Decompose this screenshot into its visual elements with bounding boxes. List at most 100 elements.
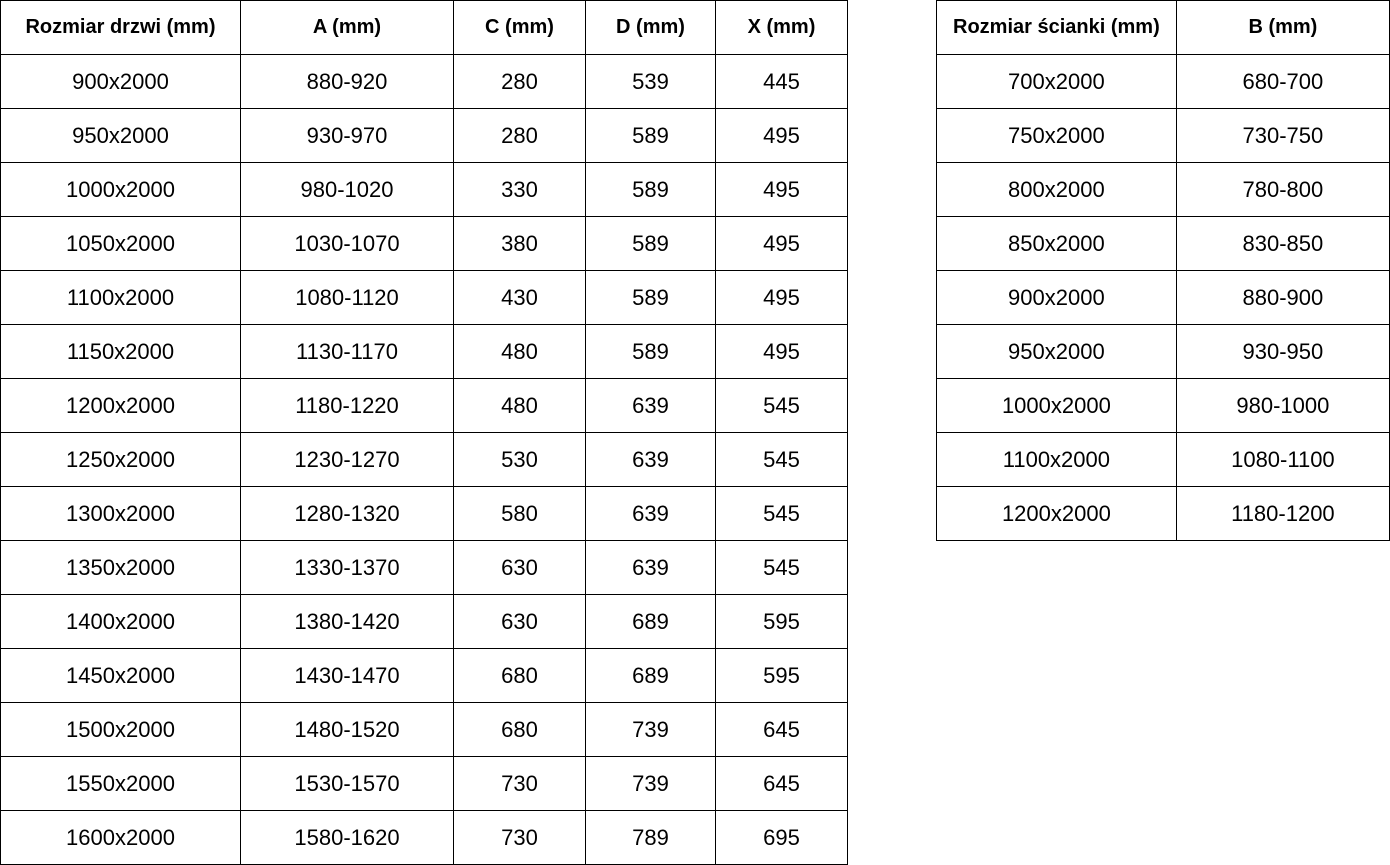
table-row: 1100x2000 1080-1120 430 589 495 (0, 270, 848, 325)
table-cell: 595 (715, 594, 848, 649)
table-cell: 1200x2000 (936, 486, 1177, 541)
table-cell: 1430-1470 (240, 648, 454, 703)
table-row: 1600x2000 1580-1620 730 789 695 (0, 810, 848, 865)
table-row: 1300x2000 1280-1320 580 639 545 (0, 486, 848, 541)
table-cell: 730 (453, 810, 586, 865)
table-cell: 850x2000 (936, 216, 1177, 271)
table-cell: 445 (715, 54, 848, 109)
table-cell: 1280-1320 (240, 486, 454, 541)
column-header: Rozmiar ścianki (mm) (936, 0, 1177, 55)
table-row: 1250x2000 1230-1270 530 639 545 (0, 432, 848, 487)
table-row: 1500x2000 1480-1520 680 739 645 (0, 702, 848, 757)
table-cell: 580 (453, 486, 586, 541)
table-cell: 980-1000 (1175, 378, 1390, 433)
column-header: A (mm) (240, 0, 454, 55)
table-cell: 495 (715, 162, 848, 217)
table-cell: 545 (715, 432, 848, 487)
table-cell: 830-850 (1175, 216, 1390, 271)
column-header: B (mm) (1175, 0, 1390, 55)
column-header: Rozmiar drzwi (mm) (0, 0, 241, 55)
header-row: Rozmiar drzwi (mm) A (mm) C (mm) D (mm) X (m… (0, 0, 848, 55)
table-cell: 880-920 (240, 54, 454, 109)
table-row: 1100x2000 1080-1100 (936, 432, 1390, 487)
table-cell: 480 (453, 378, 586, 433)
table-cell: 639 (585, 486, 716, 541)
table-row: 900x2000 880-900 (936, 270, 1390, 325)
header-row: Rozmiar ścianki (mm) B (mm) (936, 0, 1390, 55)
table-cell: 495 (715, 324, 848, 379)
table-cell: 1080-1120 (240, 270, 454, 325)
table-cell: 1530-1570 (240, 756, 454, 811)
table-cell: 680-700 (1175, 54, 1390, 109)
table-cell: 589 (585, 270, 716, 325)
table-cell: 380 (453, 216, 586, 271)
table-cell: 589 (585, 216, 716, 271)
table-cell: 689 (585, 648, 716, 703)
table-cell: 495 (715, 108, 848, 163)
door-sizes-table: Rozmiar drzwi (mm) A (mm) C (mm) D (mm) X (m… (0, 0, 848, 865)
table-cell: 1000x2000 (936, 378, 1177, 433)
table-row: 1200x2000 1180-1200 (936, 486, 1390, 541)
table-cell: 545 (715, 486, 848, 541)
table-cell: 595 (715, 648, 848, 703)
table-row: 950x2000 930-970 280 589 495 (0, 108, 848, 163)
table-cell: 950x2000 (936, 324, 1177, 379)
table-cell: 639 (585, 432, 716, 487)
table-cell: 950x2000 (0, 108, 241, 163)
table-row: 850x2000 830-850 (936, 216, 1390, 271)
column-header: X (mm) (715, 0, 848, 55)
table-cell: 1150x2000 (0, 324, 241, 379)
table-cell: 1050x2000 (0, 216, 241, 271)
table-cell: 780-800 (1175, 162, 1390, 217)
table-cell: 1580-1620 (240, 810, 454, 865)
table-cell: 1180-1200 (1175, 486, 1390, 541)
table-cell: 695 (715, 810, 848, 865)
table-cell: 1450x2000 (0, 648, 241, 703)
table-cell: 545 (715, 378, 848, 433)
table-cell: 880-900 (1175, 270, 1390, 325)
table-cell: 980-1020 (240, 162, 454, 217)
table-row: 1000x2000 980-1000 (936, 378, 1390, 433)
table-cell: 1480-1520 (240, 702, 454, 757)
table-cell: 589 (585, 162, 716, 217)
table-cell: 1230-1270 (240, 432, 454, 487)
table-cell: 530 (453, 432, 586, 487)
table-row: 1000x2000 980-1020 330 589 495 (0, 162, 848, 217)
table-cell: 750x2000 (936, 108, 1177, 163)
table-cell: 1380-1420 (240, 594, 454, 649)
table-row: 950x2000 930-950 (936, 324, 1390, 379)
table-cell: 1000x2000 (0, 162, 241, 217)
table-cell: 930-950 (1175, 324, 1390, 379)
table-cell: 630 (453, 540, 586, 595)
table-row: 1400x2000 1380-1420 630 689 595 (0, 594, 848, 649)
table-row: 1550x2000 1530-1570 730 739 645 (0, 756, 848, 811)
table-cell: 639 (585, 378, 716, 433)
table-cell: 800x2000 (936, 162, 1177, 217)
table-cell: 630 (453, 594, 586, 649)
table-cell: 639 (585, 540, 716, 595)
table-cell: 1300x2000 (0, 486, 241, 541)
table-cell: 1100x2000 (0, 270, 241, 325)
table-cell: 330 (453, 162, 586, 217)
table-cell: 1100x2000 (936, 432, 1177, 487)
table-row: 1350x2000 1330-1370 630 639 545 (0, 540, 848, 595)
table-cell: 680 (453, 648, 586, 703)
table-cell: 1130-1170 (240, 324, 454, 379)
table-cell: 730 (453, 756, 586, 811)
column-header: D (mm) (585, 0, 716, 55)
table-row: 1200x2000 1180-1220 480 639 545 (0, 378, 848, 433)
table-cell: 545 (715, 540, 848, 595)
table-cell: 900x2000 (0, 54, 241, 109)
table-cell: 495 (715, 216, 848, 271)
table-row: 700x2000 680-700 (936, 54, 1390, 109)
table-cell: 645 (715, 702, 848, 757)
wall-panel-sizes-table: Rozmiar ścianki (mm) B (mm) 700x2000 680-7… (936, 0, 1390, 541)
table-cell: 700x2000 (936, 54, 1177, 109)
table-row: 1050x2000 1030-1070 380 589 495 (0, 216, 848, 271)
table-cell: 495 (715, 270, 848, 325)
table-cell: 645 (715, 756, 848, 811)
table-cell: 280 (453, 54, 586, 109)
table-cell: 1200x2000 (0, 378, 241, 433)
table-cell: 1030-1070 (240, 216, 454, 271)
table-row: 750x2000 730-750 (936, 108, 1390, 163)
